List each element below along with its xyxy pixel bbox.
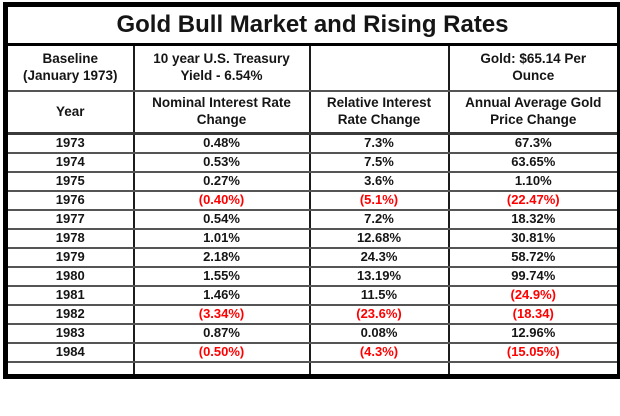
year-cell: 1980: [4, 266, 135, 287]
gold-price-cell: (22.47%): [447, 190, 620, 211]
table-row: 1983 0.87% 0.08% 12.96%: [4, 323, 620, 344]
table-row: 1984 (0.50%) (4.3%) (15.05%): [4, 342, 620, 363]
gold-price-cell: 99.74%: [447, 266, 620, 287]
nominal-rate-cell: [132, 361, 311, 378]
table-row: 1974 0.53% 7.5% 63.65%: [4, 152, 620, 173]
year-cell: 1974: [4, 152, 135, 173]
baseline-label-cell: Baseline (January 1973): [4, 43, 135, 92]
nominal-rate-cell: (0.50%): [132, 342, 311, 363]
gold-baseline-cell: Gold: $65.14 Per Ounce: [447, 43, 620, 92]
nominal-rate-cell: 0.27%: [132, 171, 311, 192]
table-row: 1982 (3.34%) (23.6%) (18.34): [4, 304, 620, 325]
nominal-rate-cell: 1.01%: [132, 228, 311, 249]
nominal-rate-cell: 1.55%: [132, 266, 311, 287]
relative-rate-cell: (23.6%): [308, 304, 450, 325]
relative-rate-cell: 3.6%: [308, 171, 450, 192]
relative-rate-cell: 7.5%: [308, 152, 450, 173]
gold-price-cell: 63.65%: [447, 152, 620, 173]
gold-price-cell: (24.9%): [447, 285, 620, 306]
empty-row: [4, 361, 620, 378]
baseline-spacer-cell: [308, 43, 450, 92]
relative-rate-column-header: Relative Interest Rate Change: [308, 90, 450, 135]
nominal-rate-cell: (3.34%): [132, 304, 311, 325]
year-cell: 1976: [4, 190, 135, 211]
relative-rate-cell: [308, 361, 450, 378]
table-row: 1980 1.55% 13.19% 99.74%: [4, 266, 620, 287]
year-cell: 1981: [4, 285, 135, 306]
relative-rate-cell: 24.3%: [308, 247, 450, 268]
gold-price-cell: (15.05%): [447, 342, 620, 363]
year-cell: 1984: [4, 342, 135, 363]
nominal-rate-column-header: Nominal Interest Rate Change: [132, 90, 311, 135]
relative-rate-cell: 0.08%: [308, 323, 450, 344]
treasury-yield-baseline-cell: 10 year U.S. Treasury Yield - 6.54%: [132, 43, 311, 92]
year-cell: 1979: [4, 247, 135, 268]
nominal-rate-cell: 0.54%: [132, 209, 311, 230]
year-column-header: Year: [4, 90, 135, 135]
gold-price-cell: 18.32%: [447, 209, 620, 230]
relative-rate-cell: (5.1%): [308, 190, 450, 211]
year-cell: [4, 361, 135, 378]
nominal-rate-cell: 2.18%: [132, 247, 311, 268]
table-row: 1977 0.54% 7.2% 18.32%: [4, 209, 620, 230]
gold-price-cell: (18.34): [447, 304, 620, 325]
year-cell: 1978: [4, 228, 135, 249]
relative-rate-cell: 13.19%: [308, 266, 450, 287]
relative-rate-cell: 7.2%: [308, 209, 450, 230]
nominal-rate-cell: 0.48%: [132, 132, 311, 154]
gold-price-cell: 67.3%: [447, 132, 620, 154]
year-cell: 1983: [4, 323, 135, 344]
gold-price-cell: 12.96%: [447, 323, 620, 344]
relative-rate-cell: 12.68%: [308, 228, 450, 249]
table-row: 1973 0.48% 7.3% 67.3%: [4, 132, 620, 154]
gold-price-cell: 1.10%: [447, 171, 620, 192]
nominal-rate-cell: 0.53%: [132, 152, 311, 173]
table-title: Gold Bull Market and Rising Rates: [4, 3, 620, 46]
table-row: 1975 0.27% 3.6% 1.10%: [4, 171, 620, 192]
baseline-header-row: Baseline (January 1973) 10 year U.S. Tre…: [4, 43, 620, 92]
column-header-row: Year Nominal Interest Rate Change Relati…: [4, 90, 620, 135]
gold-price-cell: 30.81%: [447, 228, 620, 249]
gold-price-cell: 58.72%: [447, 247, 620, 268]
year-cell: 1982: [4, 304, 135, 325]
nominal-rate-cell: (0.40%): [132, 190, 311, 211]
gold-price-cell: [447, 361, 620, 378]
title-row: Gold Bull Market and Rising Rates: [4, 3, 620, 46]
nominal-rate-cell: 0.87%: [132, 323, 311, 344]
year-cell: 1973: [4, 132, 135, 154]
table-row: 1976 (0.40%) (5.1%) (22.47%): [4, 190, 620, 211]
table-row: 1981 1.46% 11.5% (24.9%): [4, 285, 620, 306]
year-cell: 1975: [4, 171, 135, 192]
nominal-rate-cell: 1.46%: [132, 285, 311, 306]
relative-rate-cell: 11.5%: [308, 285, 450, 306]
table-row: 1978 1.01% 12.68% 30.81%: [4, 228, 620, 249]
gold-bull-market-table: Gold Bull Market and Rising Rates Baseli…: [3, 2, 620, 379]
relative-rate-cell: (4.3%): [308, 342, 450, 363]
gold-price-column-header: Annual Average Gold Price Change: [447, 90, 620, 135]
year-cell: 1977: [4, 209, 135, 230]
relative-rate-cell: 7.3%: [308, 132, 450, 154]
table-row: 1979 2.18% 24.3% 58.72%: [4, 247, 620, 268]
